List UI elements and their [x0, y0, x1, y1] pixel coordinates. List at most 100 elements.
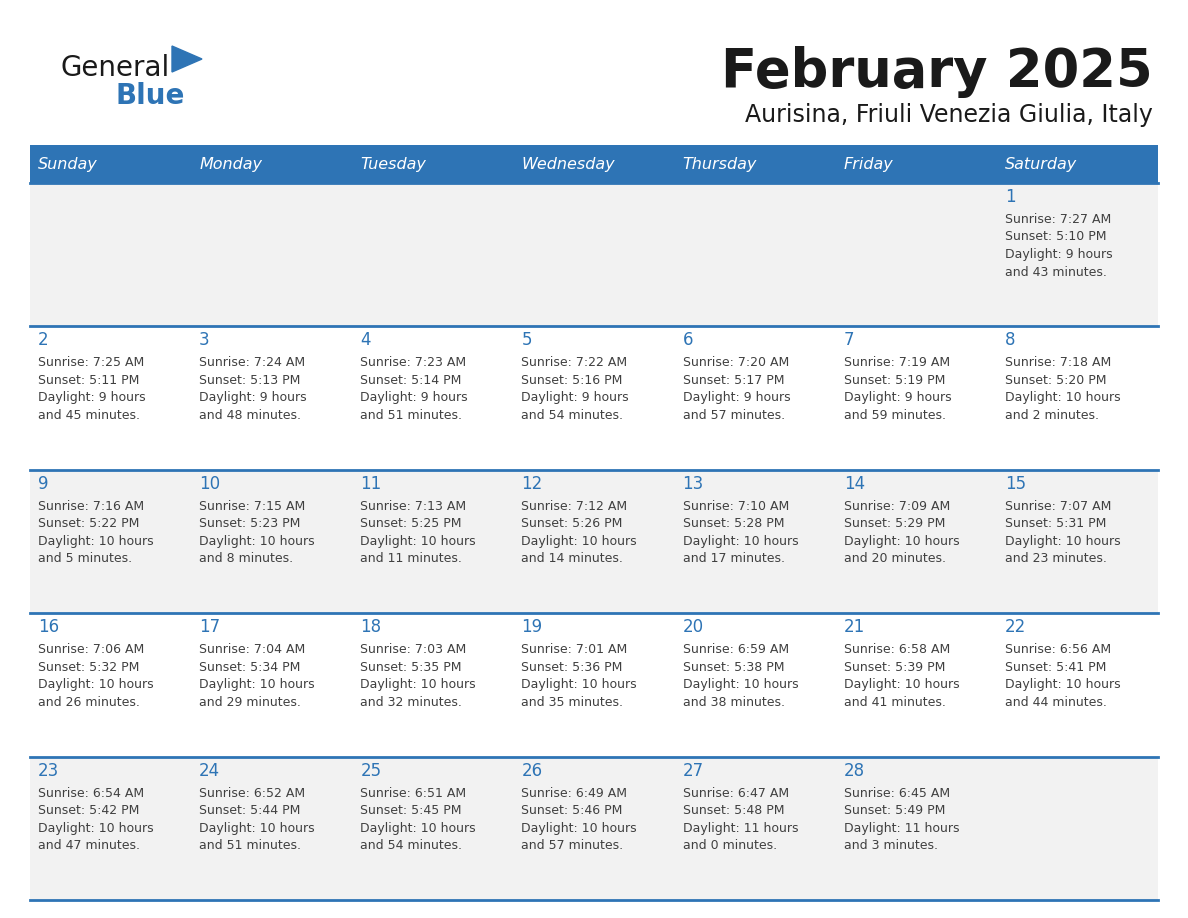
Text: 12: 12 — [522, 475, 543, 493]
Text: and 17 minutes.: and 17 minutes. — [683, 553, 784, 565]
Text: Sunset: 5:23 PM: Sunset: 5:23 PM — [200, 518, 301, 531]
Text: Aurisina, Friuli Venezia Giulia, Italy: Aurisina, Friuli Venezia Giulia, Italy — [745, 103, 1154, 127]
Text: Sunrise: 6:49 AM: Sunrise: 6:49 AM — [522, 787, 627, 800]
Text: 25: 25 — [360, 762, 381, 779]
Text: 3: 3 — [200, 331, 210, 350]
Text: Sunrise: 7:01 AM: Sunrise: 7:01 AM — [522, 644, 627, 656]
Text: Sunrise: 6:52 AM: Sunrise: 6:52 AM — [200, 787, 305, 800]
Text: Daylight: 11 hours: Daylight: 11 hours — [843, 822, 959, 834]
Text: 8: 8 — [1005, 331, 1016, 350]
Text: 27: 27 — [683, 762, 703, 779]
Text: Daylight: 9 hours: Daylight: 9 hours — [38, 391, 146, 405]
Text: Sunset: 5:44 PM: Sunset: 5:44 PM — [200, 804, 301, 817]
Text: Sunset: 5:25 PM: Sunset: 5:25 PM — [360, 518, 462, 531]
Text: Sunrise: 6:58 AM: Sunrise: 6:58 AM — [843, 644, 950, 656]
Text: Sunrise: 7:22 AM: Sunrise: 7:22 AM — [522, 356, 627, 369]
Text: Sunset: 5:19 PM: Sunset: 5:19 PM — [843, 374, 946, 386]
Text: Daylight: 10 hours: Daylight: 10 hours — [200, 822, 315, 834]
Text: Sunset: 5:38 PM: Sunset: 5:38 PM — [683, 661, 784, 674]
Text: Sunrise: 7:13 AM: Sunrise: 7:13 AM — [360, 499, 467, 513]
Text: Sunrise: 7:06 AM: Sunrise: 7:06 AM — [38, 644, 144, 656]
Text: 18: 18 — [360, 618, 381, 636]
Text: Daylight: 10 hours: Daylight: 10 hours — [360, 822, 476, 834]
Text: Sunrise: 6:47 AM: Sunrise: 6:47 AM — [683, 787, 789, 800]
Bar — [30, 327, 1158, 470]
Text: Daylight: 10 hours: Daylight: 10 hours — [522, 678, 637, 691]
Text: and 57 minutes.: and 57 minutes. — [683, 409, 785, 422]
Text: Sunset: 5:22 PM: Sunset: 5:22 PM — [38, 518, 139, 531]
Bar — [353, 145, 513, 183]
Text: Sunset: 5:17 PM: Sunset: 5:17 PM — [683, 374, 784, 386]
Text: Sunrise: 7:12 AM: Sunrise: 7:12 AM — [522, 499, 627, 513]
Text: 9: 9 — [38, 475, 49, 493]
Text: Sunset: 5:39 PM: Sunset: 5:39 PM — [843, 661, 946, 674]
Text: and 3 minutes.: and 3 minutes. — [843, 839, 937, 852]
Text: Sunset: 5:26 PM: Sunset: 5:26 PM — [522, 518, 623, 531]
Text: 7: 7 — [843, 331, 854, 350]
Text: Sunrise: 7:25 AM: Sunrise: 7:25 AM — [38, 356, 144, 369]
Text: Sunset: 5:48 PM: Sunset: 5:48 PM — [683, 804, 784, 817]
Text: Sunset: 5:41 PM: Sunset: 5:41 PM — [1005, 661, 1106, 674]
Bar — [997, 145, 1158, 183]
Text: Sunset: 5:45 PM: Sunset: 5:45 PM — [360, 804, 462, 817]
Text: Wednesday: Wednesday — [522, 156, 615, 172]
Text: Sunrise: 7:18 AM: Sunrise: 7:18 AM — [1005, 356, 1111, 369]
Text: and 29 minutes.: and 29 minutes. — [200, 696, 301, 709]
Text: and 35 minutes.: and 35 minutes. — [522, 696, 624, 709]
Text: Daylight: 10 hours: Daylight: 10 hours — [200, 535, 315, 548]
Text: Daylight: 10 hours: Daylight: 10 hours — [522, 535, 637, 548]
Text: and 0 minutes.: and 0 minutes. — [683, 839, 777, 852]
Text: and 41 minutes.: and 41 minutes. — [843, 696, 946, 709]
Text: and 26 minutes.: and 26 minutes. — [38, 696, 140, 709]
Text: Daylight: 10 hours: Daylight: 10 hours — [522, 822, 637, 834]
Text: and 2 minutes.: and 2 minutes. — [1005, 409, 1099, 422]
Text: Sunset: 5:42 PM: Sunset: 5:42 PM — [38, 804, 139, 817]
Text: Sunset: 5:34 PM: Sunset: 5:34 PM — [200, 661, 301, 674]
Text: 6: 6 — [683, 331, 693, 350]
Text: Daylight: 10 hours: Daylight: 10 hours — [360, 678, 476, 691]
Text: Sunrise: 6:59 AM: Sunrise: 6:59 AM — [683, 644, 789, 656]
Text: 17: 17 — [200, 618, 220, 636]
Text: and 51 minutes.: and 51 minutes. — [360, 409, 462, 422]
Text: Sunrise: 7:20 AM: Sunrise: 7:20 AM — [683, 356, 789, 369]
Text: Daylight: 9 hours: Daylight: 9 hours — [1005, 248, 1112, 261]
Text: Daylight: 9 hours: Daylight: 9 hours — [683, 391, 790, 405]
Text: 5: 5 — [522, 331, 532, 350]
Text: Sunrise: 7:09 AM: Sunrise: 7:09 AM — [843, 499, 950, 513]
Text: Daylight: 9 hours: Daylight: 9 hours — [200, 391, 307, 405]
Text: Daylight: 9 hours: Daylight: 9 hours — [522, 391, 630, 405]
Text: Sunset: 5:11 PM: Sunset: 5:11 PM — [38, 374, 139, 386]
Text: Daylight: 10 hours: Daylight: 10 hours — [1005, 535, 1120, 548]
Text: Sunset: 5:49 PM: Sunset: 5:49 PM — [843, 804, 946, 817]
Text: Friday: Friday — [843, 156, 893, 172]
Text: Sunset: 5:35 PM: Sunset: 5:35 PM — [360, 661, 462, 674]
Text: Daylight: 10 hours: Daylight: 10 hours — [1005, 678, 1120, 691]
Text: February 2025: February 2025 — [721, 46, 1154, 98]
Text: Tuesday: Tuesday — [360, 156, 426, 172]
Text: Sunset: 5:31 PM: Sunset: 5:31 PM — [1005, 518, 1106, 531]
Text: 14: 14 — [843, 475, 865, 493]
Text: Daylight: 10 hours: Daylight: 10 hours — [1005, 391, 1120, 405]
Text: Sunrise: 6:45 AM: Sunrise: 6:45 AM — [843, 787, 950, 800]
Text: 16: 16 — [38, 618, 59, 636]
Text: Saturday: Saturday — [1005, 156, 1078, 172]
Text: Blue: Blue — [115, 82, 184, 110]
Text: and 11 minutes.: and 11 minutes. — [360, 553, 462, 565]
Text: Daylight: 10 hours: Daylight: 10 hours — [683, 535, 798, 548]
Bar — [30, 613, 1158, 756]
Text: Sunrise: 7:24 AM: Sunrise: 7:24 AM — [200, 356, 305, 369]
Text: Daylight: 9 hours: Daylight: 9 hours — [360, 391, 468, 405]
Text: 20: 20 — [683, 618, 703, 636]
Text: Sunday: Sunday — [38, 156, 97, 172]
Text: Sunrise: 7:16 AM: Sunrise: 7:16 AM — [38, 499, 144, 513]
Text: Sunset: 5:46 PM: Sunset: 5:46 PM — [522, 804, 623, 817]
Bar — [30, 756, 1158, 900]
Text: 22: 22 — [1005, 618, 1026, 636]
Text: Sunrise: 7:27 AM: Sunrise: 7:27 AM — [1005, 213, 1111, 226]
Text: and 5 minutes.: and 5 minutes. — [38, 553, 132, 565]
Text: Sunrise: 7:15 AM: Sunrise: 7:15 AM — [200, 499, 305, 513]
Text: Sunset: 5:36 PM: Sunset: 5:36 PM — [522, 661, 623, 674]
Text: Daylight: 9 hours: Daylight: 9 hours — [843, 391, 952, 405]
Text: Sunrise: 6:54 AM: Sunrise: 6:54 AM — [38, 787, 144, 800]
Text: Sunset: 5:20 PM: Sunset: 5:20 PM — [1005, 374, 1106, 386]
